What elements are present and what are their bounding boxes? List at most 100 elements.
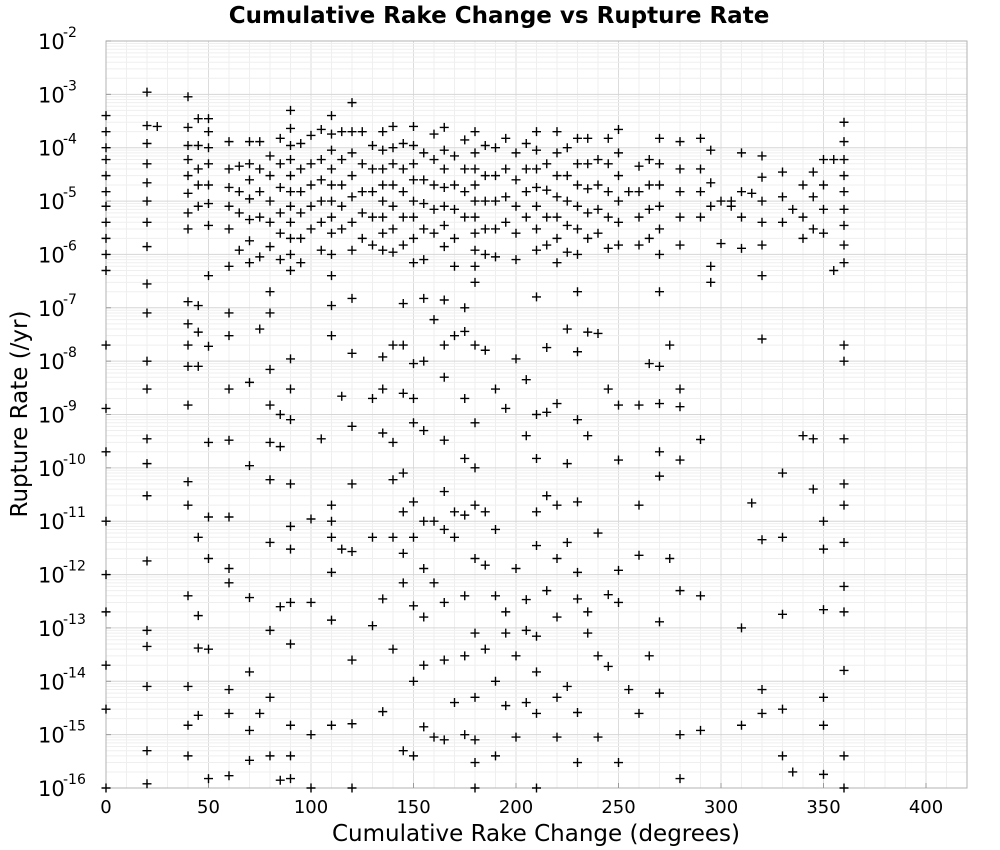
data-point [316, 155, 326, 165]
data-point [655, 249, 664, 259]
data-point [286, 479, 295, 489]
data-point [450, 532, 459, 542]
y-tick-label: 10 [38, 190, 65, 214]
data-point [655, 688, 664, 698]
data-point [265, 751, 275, 761]
data-point [583, 327, 593, 337]
data-point [183, 208, 193, 218]
data-point [552, 171, 562, 181]
data-point [562, 196, 572, 206]
data-point [644, 233, 654, 243]
x-tick-label: 150 [396, 797, 430, 818]
data-point [224, 224, 234, 234]
data-point [286, 233, 295, 243]
data-point [552, 732, 562, 742]
data-point [409, 359, 418, 369]
data-point [839, 240, 849, 250]
data-point [327, 567, 336, 577]
data-point [347, 719, 357, 729]
data-point [409, 121, 418, 131]
data-point [521, 212, 531, 222]
data-point [419, 293, 429, 303]
data-point [460, 730, 470, 740]
data-point [398, 212, 408, 222]
data-point [101, 217, 111, 227]
data-point [337, 127, 347, 137]
data-point [439, 597, 449, 607]
data-point [101, 340, 111, 350]
data-point [562, 459, 572, 469]
y-tick-exponent: -16 [63, 772, 86, 788]
data-point [265, 287, 275, 297]
y-axis-label: Rupture Rate (/yr) [7, 311, 33, 518]
data-point [614, 217, 623, 227]
data-point [255, 708, 265, 718]
data-point [378, 428, 388, 438]
data-point [224, 182, 234, 192]
data-point [306, 180, 316, 190]
data-point [532, 410, 541, 419]
y-tick-exponent: -5 [63, 185, 77, 201]
data-point [378, 384, 388, 394]
data-point [265, 242, 275, 252]
data-point [193, 164, 203, 174]
data-point [552, 258, 562, 268]
data-point [286, 639, 295, 649]
data-point [839, 171, 849, 181]
data-point [224, 137, 234, 147]
data-point [819, 228, 828, 238]
data-point [450, 204, 459, 214]
data-point [296, 164, 306, 174]
data-point [245, 377, 254, 387]
data-point [542, 586, 552, 596]
data-point [255, 252, 265, 262]
data-point [388, 159, 398, 169]
data-point [316, 434, 326, 444]
data-point [532, 507, 541, 517]
data-point [552, 554, 562, 564]
data-point [306, 783, 316, 793]
data-point [368, 240, 377, 250]
data-point [675, 730, 685, 740]
data-point [491, 196, 500, 206]
data-point [398, 299, 408, 309]
data-point [429, 578, 439, 588]
data-point [378, 180, 388, 190]
data-point [470, 245, 480, 255]
data-point [183, 319, 193, 329]
data-point [419, 175, 429, 185]
x-axis-label: Cumulative Rake Change (degrees) [332, 821, 740, 847]
data-point [829, 155, 839, 165]
y-tick-label: 10 [38, 297, 65, 321]
data-point [183, 224, 193, 234]
data-point [388, 224, 398, 234]
data-point [480, 141, 490, 151]
data-point [245, 755, 254, 765]
data-point [255, 187, 265, 197]
data-point [224, 164, 234, 174]
data-point [614, 196, 623, 206]
data-point [193, 532, 203, 542]
data-point [378, 164, 388, 174]
data-point [327, 500, 336, 510]
data-point [275, 442, 285, 452]
data-point [655, 617, 664, 627]
data-point [183, 500, 193, 510]
data-point [552, 500, 562, 510]
data-point [470, 148, 480, 158]
y-tick-exponent: -3 [63, 78, 77, 94]
data-point [706, 201, 716, 211]
data-point [347, 655, 357, 665]
data-point [275, 159, 285, 169]
x-tick-label: 200 [499, 797, 533, 818]
data-point [839, 356, 849, 366]
data-point [839, 665, 849, 675]
data-point [839, 607, 849, 617]
data-point [521, 431, 531, 441]
data-point [327, 331, 336, 341]
data-point [142, 641, 152, 651]
data-point [696, 434, 705, 444]
data-point [778, 192, 787, 202]
data-point [624, 685, 634, 695]
data-point [603, 159, 613, 169]
